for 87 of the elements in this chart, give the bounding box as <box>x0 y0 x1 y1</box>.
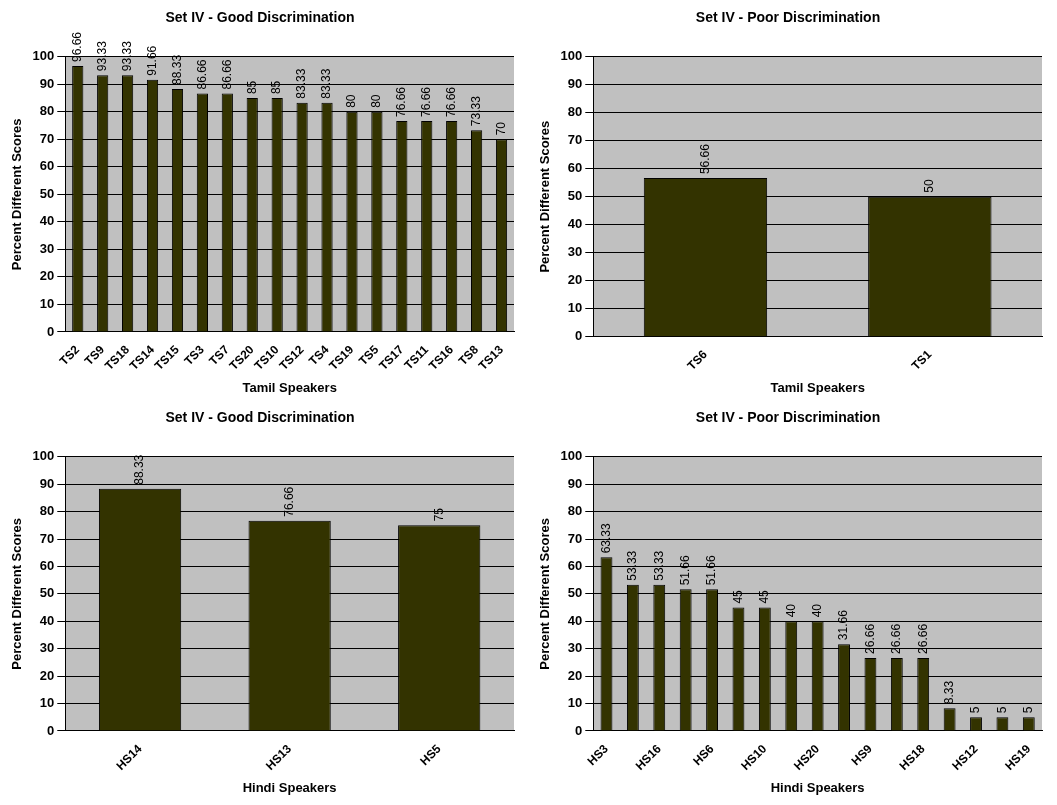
data-label: 83.33 <box>294 68 309 99</box>
y-tick-label: 50 <box>39 585 55 601</box>
y-tick-label: 30 <box>39 240 55 256</box>
y-tick-label: 90 <box>567 475 583 491</box>
y-tick-label: 10 <box>39 296 55 311</box>
y-tick-label: 80 <box>567 104 583 120</box>
data-label: 76.66 <box>443 86 458 118</box>
y-tick-label: 30 <box>567 640 583 656</box>
data-label: 93.33 <box>94 40 109 72</box>
y-tick-label: 20 <box>567 667 583 683</box>
y-tick-label: 70 <box>39 130 55 146</box>
y-tick-label: 60 <box>567 558 583 574</box>
chart-title: Set IV - Poor Discrimination <box>695 409 881 426</box>
data-label: 26.66 <box>889 623 904 654</box>
data-label: 91.66 <box>144 45 159 76</box>
data-label: 50 <box>922 179 937 193</box>
data-label: 40 <box>783 603 798 618</box>
y-tick-label: 50 <box>567 188 583 204</box>
data-label: 63.33 <box>598 522 613 554</box>
x-tick-label: TS1 <box>908 347 935 373</box>
y-axis-title: Percent Different Scores <box>537 518 553 670</box>
y-tick-label: 90 <box>39 475 55 491</box>
y-tick-label: 50 <box>567 585 583 601</box>
chart-title: Set IV - Good Discrimination <box>165 409 355 426</box>
data-label: 83.33 <box>319 68 334 99</box>
data-label: 53.33 <box>625 550 640 581</box>
x-axis-title: Tamil Speakers <box>770 379 865 395</box>
x-tick-label: TS6 <box>684 347 711 373</box>
y-tick-label: 80 <box>39 503 55 519</box>
y-tick-label: 70 <box>567 132 583 148</box>
y-tick-label: 40 <box>567 216 583 232</box>
data-label: 93.33 <box>119 40 134 72</box>
data-label: 76.66 <box>419 86 434 118</box>
y-tick-label: 40 <box>39 213 55 229</box>
y-tick-label: 90 <box>567 76 583 92</box>
y-tick-label: 60 <box>567 160 583 176</box>
data-label: 76.66 <box>281 486 296 517</box>
x-axis-title: Hindi Speakers <box>242 779 337 795</box>
y-tick-label: 10 <box>567 300 583 316</box>
data-label: 76.66 <box>394 86 409 118</box>
x-axis-title: Hindi Speakers <box>770 779 865 795</box>
y-tick-label: 40 <box>39 612 55 628</box>
y-axis-title: Percent Different Scores <box>9 518 25 670</box>
data-label: 31.66 <box>836 609 851 641</box>
y-tick-label: 0 <box>47 722 55 738</box>
data-label: 73.33 <box>468 95 483 127</box>
y-tick-label: 100 <box>560 448 583 464</box>
data-label: 5 <box>968 706 983 714</box>
data-label: 5 <box>1021 706 1036 714</box>
x-tick-label: TS3 <box>181 342 208 369</box>
y-tick-label: 60 <box>39 158 55 174</box>
y-tick-label: 10 <box>567 695 583 711</box>
y-tick-label: 20 <box>567 272 583 288</box>
data-label: 26.66 <box>915 623 930 654</box>
y-tick-label: 0 <box>575 328 583 344</box>
y-tick-label: 30 <box>39 640 55 656</box>
y-tick-label: 50 <box>39 185 55 201</box>
y-tick-label: 90 <box>39 75 55 91</box>
y-tick-label: 20 <box>39 268 55 284</box>
y-tick-label: 80 <box>567 503 583 519</box>
y-tick-label: 100 <box>560 48 583 64</box>
data-label: 8.33 <box>941 680 956 705</box>
data-label: 26.66 <box>862 623 877 654</box>
y-tick-label: 40 <box>567 612 583 628</box>
data-label: 80 <box>344 94 359 108</box>
y-tick-label: 20 <box>39 667 55 683</box>
y-tick-label: 80 <box>39 103 55 119</box>
y-tick-label: 0 <box>575 722 583 738</box>
y-tick-label: 70 <box>567 530 583 546</box>
data-label: 70 <box>493 121 508 136</box>
data-label: 80 <box>369 94 384 108</box>
y-tick-label: 10 <box>39 695 55 711</box>
x-tick-label: TS2 <box>56 342 83 369</box>
y-axis-title: Percent Different Scores <box>537 120 553 273</box>
data-label: 5 <box>994 706 1009 714</box>
y-tick-label: 100 <box>32 48 55 64</box>
chart-title: Set IV - Poor Discrimination <box>695 9 881 26</box>
data-label: 40 <box>809 603 824 618</box>
y-tick-label: 30 <box>567 244 583 260</box>
data-label: 53.33 <box>651 550 666 581</box>
y-tick-label: 100 <box>32 448 55 464</box>
y-axis-title: Percent Different Scores <box>9 118 25 271</box>
y-tick-label: 70 <box>39 530 55 546</box>
chart-title: Set IV - Good Discrimination <box>165 9 355 26</box>
y-tick-label: 60 <box>39 558 55 574</box>
y-tick-label: 0 <box>47 323 55 339</box>
x-axis-title: Tamil Speakers <box>242 379 337 395</box>
